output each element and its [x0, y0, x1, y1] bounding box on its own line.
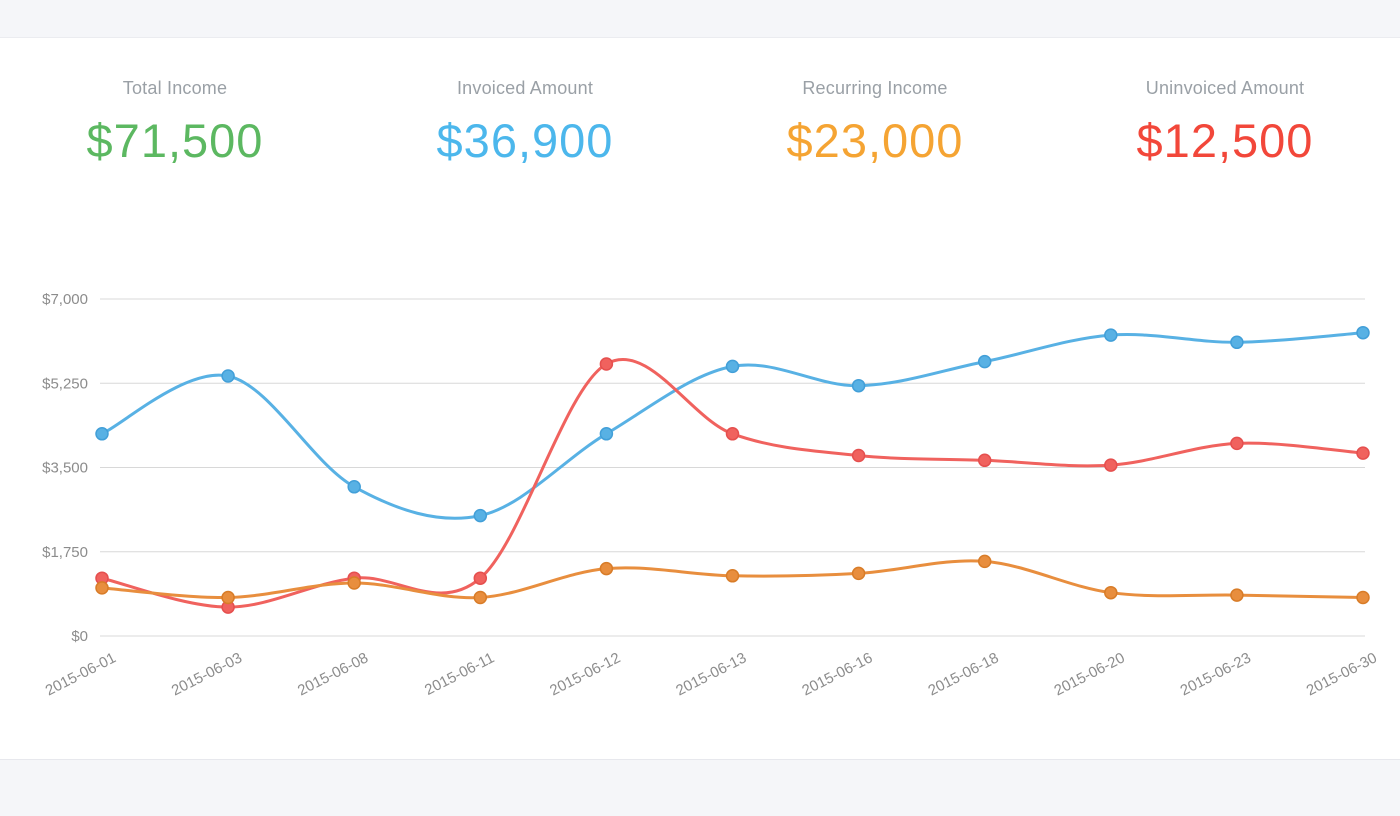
dashboard-panel: Total Income $71,500 Invoiced Amount $36…: [0, 37, 1400, 760]
blue-series-point-6[interactable]: [851, 378, 866, 393]
blue-series-point-8[interactable]: [1104, 328, 1118, 342]
x-tick-label: 2015-06-11: [422, 649, 497, 698]
orange-series-point-2[interactable]: [347, 576, 361, 590]
stat-label-recurring-income: Recurring Income: [802, 78, 948, 98]
orange-series-point-5[interactable]: [725, 569, 740, 583]
orange-series-point-4[interactable]: [599, 561, 614, 576]
y-tick-label: $0: [71, 628, 88, 645]
blue-series-point-4[interactable]: [599, 427, 614, 441]
red-series-point-4[interactable]: [599, 357, 614, 371]
red-series-point-5[interactable]: [725, 427, 740, 441]
red-series-point-7[interactable]: [977, 453, 992, 468]
x-tick-label: 2015-06-08: [295, 649, 371, 699]
orange-series-point-0[interactable]: [95, 581, 109, 595]
x-tick-label: 2015-06-12: [547, 649, 623, 699]
y-tick-label: $7,000: [42, 291, 88, 308]
x-tick-label: 2015-06-03: [169, 649, 245, 699]
blue-series-point-0[interactable]: [95, 427, 109, 441]
x-tick-label: 2015-06-23: [1178, 649, 1254, 699]
blue-series-point-3[interactable]: [473, 508, 488, 523]
stat-value-2: $23,000: [786, 114, 964, 167]
orange-series-point-6[interactable]: [851, 566, 866, 581]
stat-label-uninvoiced-amount: Uninvoiced Amount: [1145, 78, 1305, 98]
stat-value-0: $71,500: [86, 114, 264, 167]
stats-row: Total Income $71,500 Invoiced Amount $36…: [0, 38, 1400, 164]
blue-series-point-7[interactable]: [977, 354, 992, 369]
blue-series-point-1[interactable]: [221, 369, 235, 383]
stat-value-1: $36,900: [436, 114, 614, 167]
blue-series-line: [100, 331, 1365, 520]
stat-recurring-income: Recurring Income $23,000: [700, 78, 1050, 164]
red-series-point-6[interactable]: [851, 448, 866, 463]
x-tick-label: 2015-06-01: [43, 649, 119, 699]
x-tick-label: 2015-06-30: [1304, 649, 1380, 699]
orange-series-point-10[interactable]: [1356, 590, 1370, 605]
blue-series-point-5[interactable]: [725, 359, 740, 374]
stat-label-invoiced-amount: Invoiced Amount: [456, 78, 594, 98]
blue-series-point-2[interactable]: [347, 480, 361, 494]
stat-value-3: $12,500: [1136, 114, 1314, 167]
orange-series-point-7[interactable]: [977, 554, 992, 569]
blue-series-point-9[interactable]: [1230, 335, 1244, 350]
stat-total-income: Total Income $71,500: [0, 78, 350, 164]
blue-series-point-10[interactable]: [1356, 325, 1370, 340]
y-tick-label: $3,500: [42, 460, 88, 477]
x-tick-label: 2015-06-20: [1052, 649, 1128, 699]
red-series-point-8[interactable]: [1104, 458, 1118, 472]
orange-series-point-8[interactable]: [1104, 585, 1118, 600]
orange-series-point-3[interactable]: [473, 590, 488, 605]
y-tick-label: $5,250: [42, 375, 88, 392]
orange-series-point-9[interactable]: [1230, 588, 1244, 602]
x-tick-label: 2015-06-18: [925, 649, 1001, 699]
red-series-point-9[interactable]: [1230, 436, 1244, 451]
red-series-point-3[interactable]: [473, 571, 488, 585]
red-series-line: [100, 357, 1365, 609]
orange-series-point-1[interactable]: [221, 590, 235, 605]
red-series-point-10[interactable]: [1356, 446, 1370, 460]
stat-uninvoiced-amount: Uninvoiced Amount $12,500: [1050, 78, 1400, 164]
y-tick-label: $1,750: [42, 544, 88, 561]
x-tick-label: 2015-06-13: [673, 649, 749, 699]
x-tick-label: 2015-06-16: [799, 649, 875, 699]
stat-label-total-income: Total Income: [122, 78, 228, 98]
stat-invoiced-amount: Invoiced Amount $36,900: [350, 78, 700, 164]
